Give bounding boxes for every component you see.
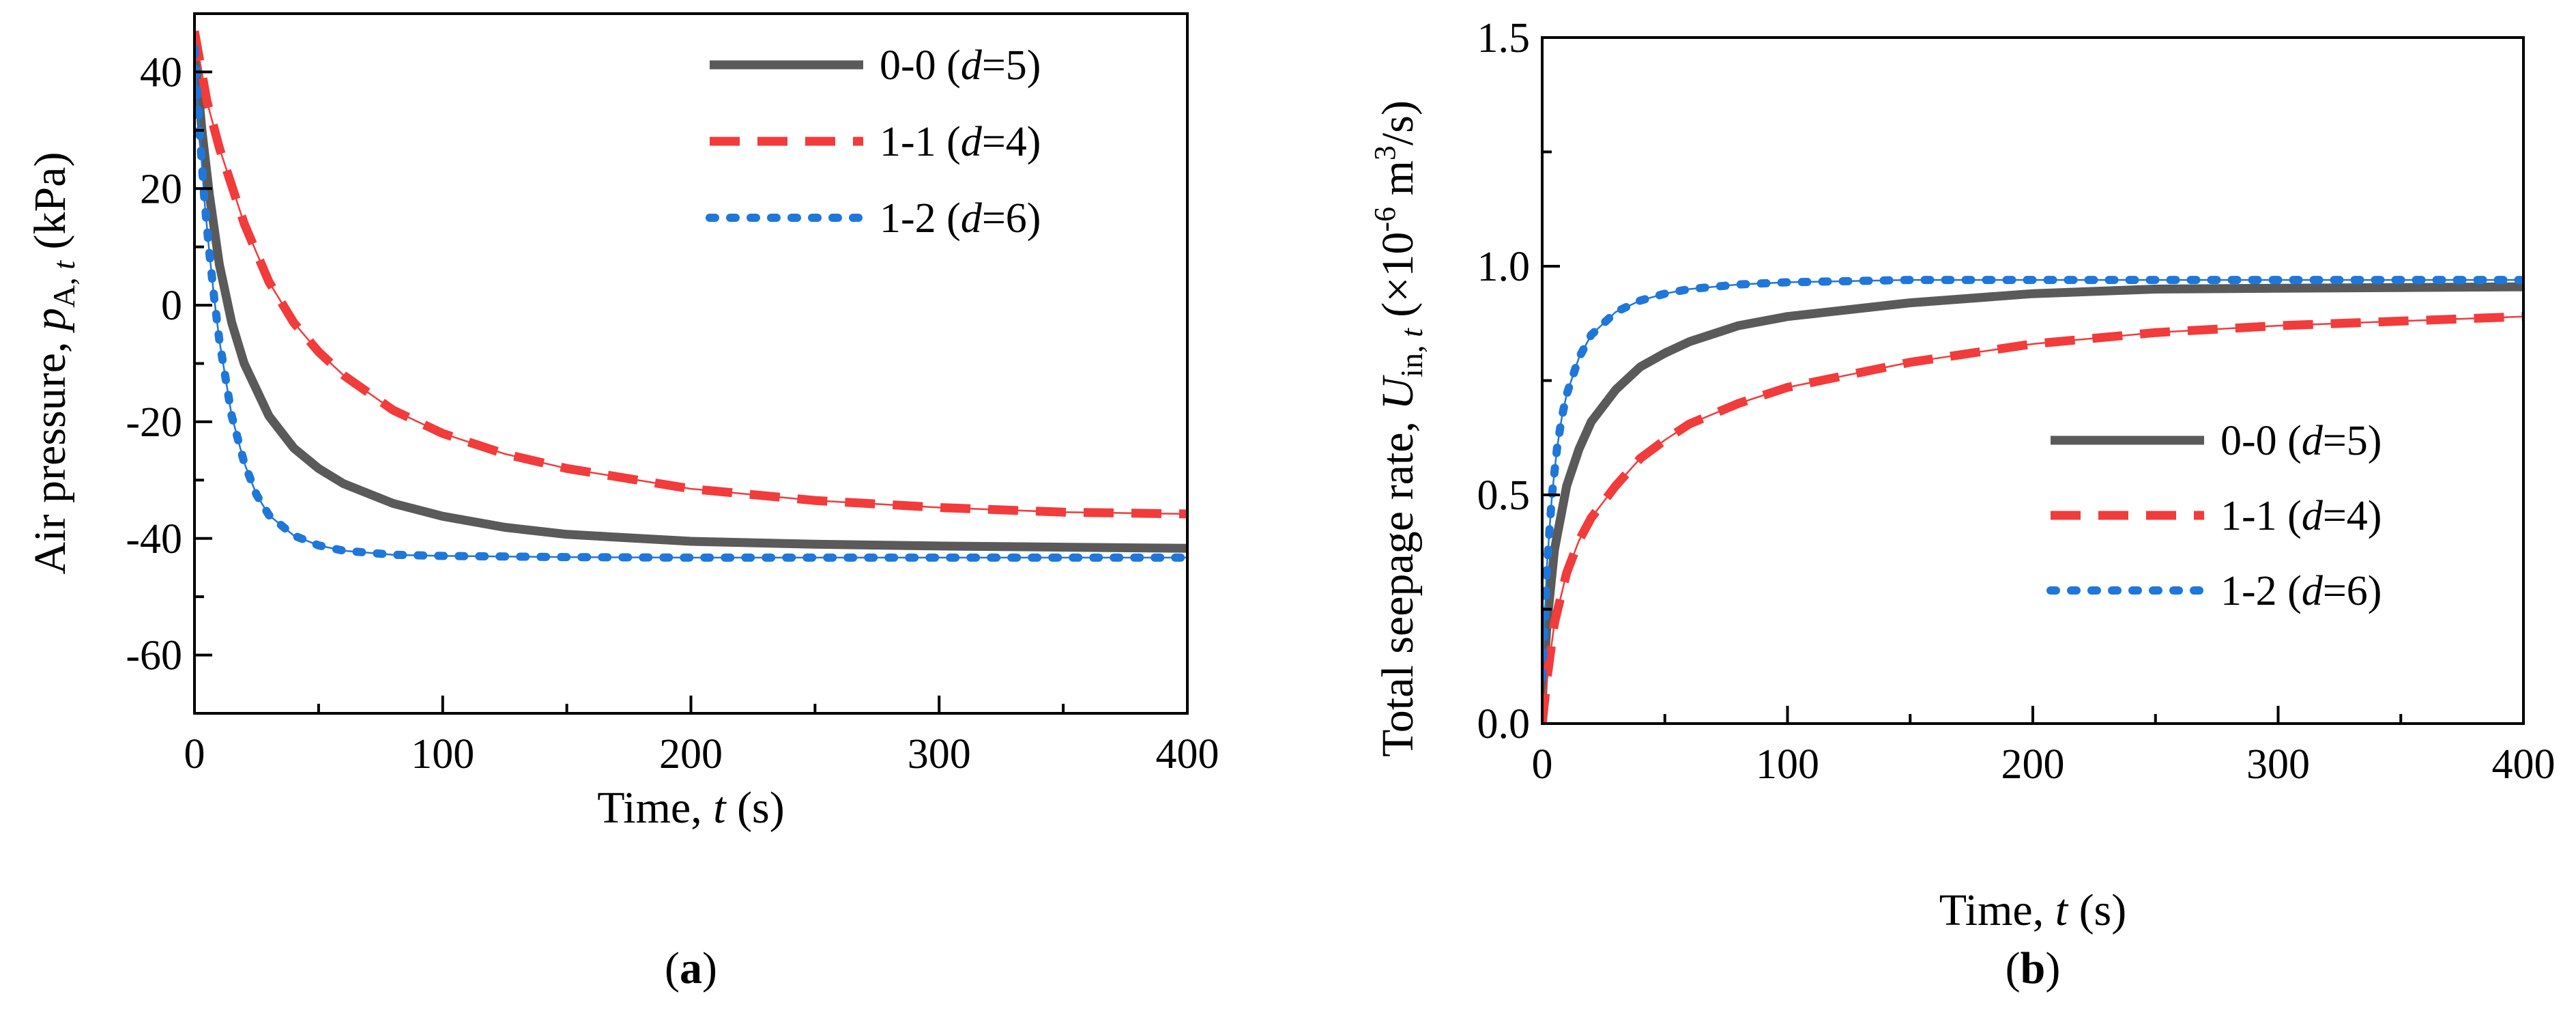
panel-label: (b) (2006, 943, 2061, 993)
y-axis-title: Air pressure, pA, t (kPa) (25, 152, 81, 575)
x-tick-label: 100 (411, 731, 474, 777)
y-tick-label: 0.0 (1477, 701, 1531, 747)
chart-a-air-pressure: 0 100 200 300 400 -60 -40 -20 0 20 40 Time, t (s) Ai… (25, 12, 1219, 993)
y-tick-label: 20 (140, 166, 182, 212)
x-tick-label: 400 (1156, 731, 1219, 777)
y-tick-label: 0 (161, 283, 182, 329)
y-tick-label: -40 (126, 516, 182, 562)
plot-frame (1541, 36, 2525, 725)
legend-label-0-0: 0-0 (d=5) (2220, 418, 2382, 464)
series-line-0-0 (194, 48, 1187, 553)
legend-label-1-2: 1-2 (d=6) (880, 195, 1041, 242)
x-axis-title: Time, t (s) (597, 783, 784, 833)
x-tick-label: 100 (1756, 741, 1819, 788)
y-tick-label: 1.0 (1477, 244, 1531, 290)
x-tick-label: 0 (1532, 741, 1553, 788)
y-axis-title: Total seepage rate, Uin, t (×10-6 m3/s) (1368, 100, 1429, 757)
legend-label-1-1: 1-1 (d=4) (2220, 493, 2382, 539)
y-tick-label: 1.5 (1477, 15, 1531, 61)
legend-label-0-0: 0-0 (d=5) (880, 42, 1041, 89)
chart-b-seepage-rate: 0 100 200 300 400 0.0 0.5 1.0 1.5 Time, t (s) Tota… (1368, 15, 2556, 993)
x-axis-title: Time, t (s) (1939, 885, 2126, 935)
series-line-1-2 (194, 44, 1187, 562)
series-line-1-1 (1542, 312, 2523, 724)
x-tick-label: 200 (659, 731, 723, 777)
legend-label-1-1: 1-1 (d=4) (880, 119, 1041, 165)
x-tick-label: 0 (184, 731, 205, 777)
y-tick-label: -20 (126, 399, 182, 446)
legend-label-1-2: 1-2 (d=6) (2220, 568, 2382, 614)
x-tick-label: 300 (908, 731, 971, 777)
y-tick-label: 40 (140, 49, 182, 96)
series-guide-1-1 (194, 31, 1187, 515)
series-line-1-1 (194, 30, 1187, 519)
y-tick-label: 0.5 (1477, 472, 1531, 519)
panel-label: (a) (665, 943, 717, 993)
x-tick-label: 400 (2492, 741, 2556, 788)
x-tick-label: 200 (2001, 741, 2065, 788)
y-tick-label: -60 (126, 633, 182, 679)
series-line-0-0 (1542, 282, 2523, 701)
series-line-1-2 (1542, 276, 2523, 682)
x-tick-label: 300 (2246, 741, 2310, 788)
